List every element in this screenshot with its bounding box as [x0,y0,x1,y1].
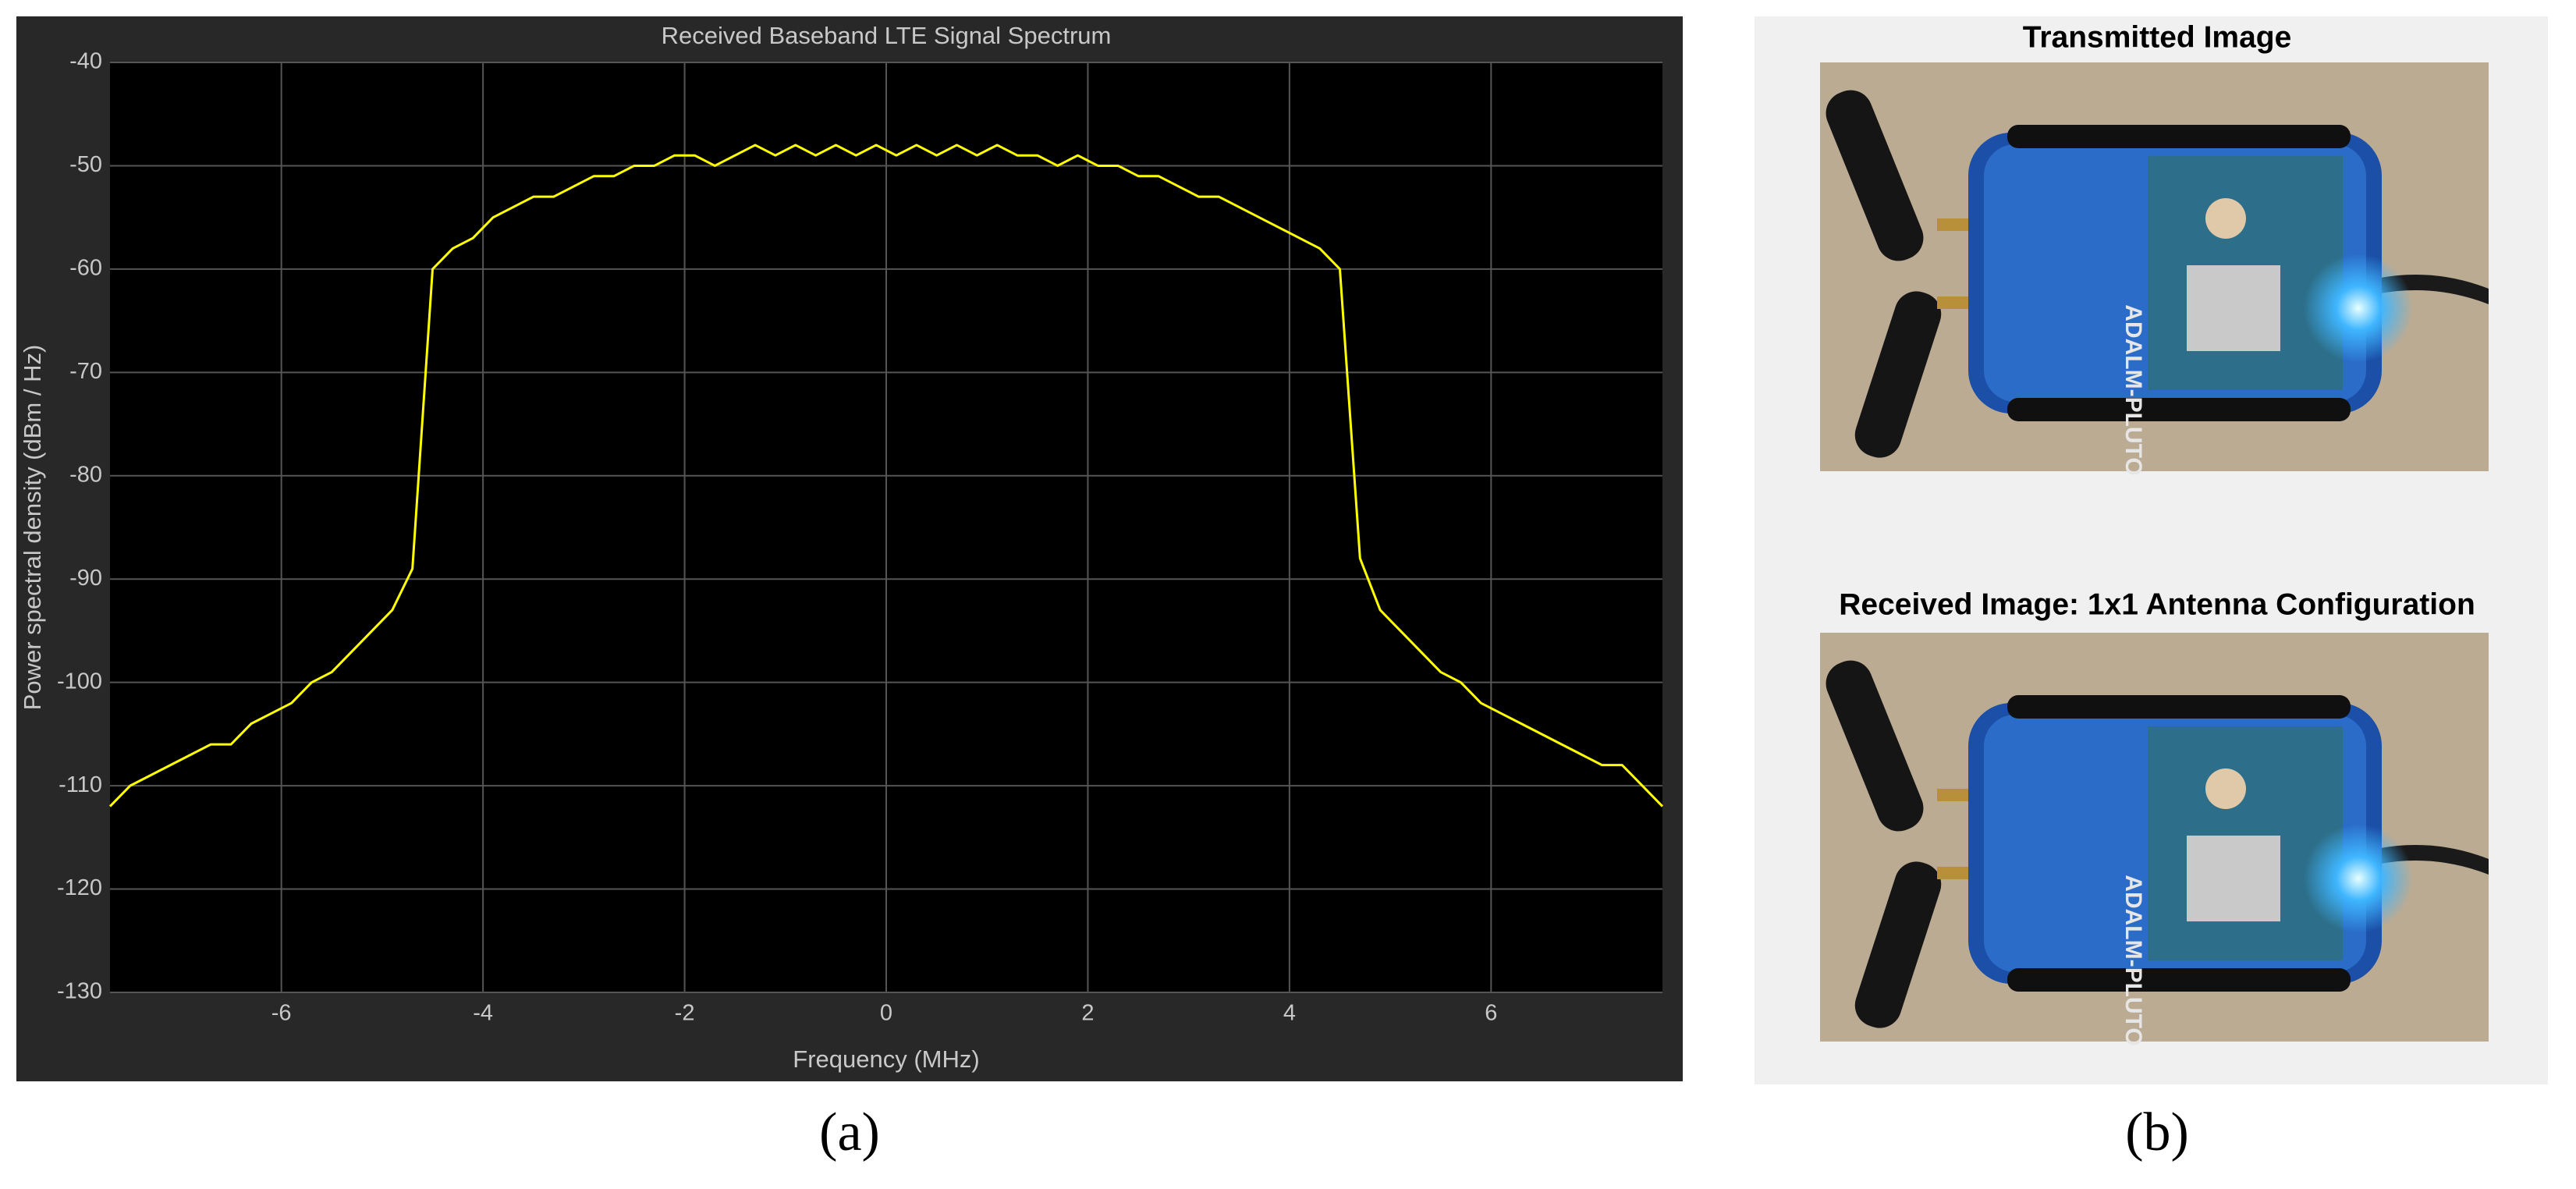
image-title: Transmitted Image [2023,20,2292,54]
y-tick-label: -50 [69,152,102,177]
y-tick-label: -100 [57,669,102,694]
photo: ADALM-PLUTO [1819,633,2489,1046]
series-line [108,144,1664,807]
panel-label: (a) [819,1102,880,1162]
y-tick-label: -60 [69,256,102,281]
x-tick-label: 6 [1485,1001,1497,1026]
chart-layer: -130 -120 -110 -100 -90 -80 -70 -60 -50 -40 -6 -4 -2… [57,49,1664,1026]
y-tick-label: -130 [57,979,102,1004]
y-tick-label: -90 [69,566,102,591]
x-tick-label: 2 [1081,1001,1094,1026]
y-tick-label: -80 [69,462,102,487]
y-tick-label: -120 [57,875,102,900]
device-label: ADALM-PLUTO [2120,875,2146,1045]
x-tick-label: 4 [1283,1001,1296,1026]
x-tick-label: 0 [880,1001,892,1026]
y-axis-label: Power spectral density (dBm / Hz) [19,345,46,711]
y-tick-label: -70 [69,359,102,384]
y-tick-label: -110 [59,772,102,797]
x-tick-label: -2 [675,1001,695,1026]
photo: ADALM-PLUTO [1819,62,2489,476]
x-tick-label: -6 [271,1001,292,1026]
x-axis-label: Frequency (MHz) [793,1045,979,1073]
y-tick-label: -40 [69,49,102,74]
chart-title: Received Baseband LTE Signal Spectrum [662,22,1112,49]
image-title: Received Image: 1x1 Antenna Configuratio… [1839,587,2475,621]
device-label: ADALM-PLUTO [2120,304,2146,475]
x-tick-label: -4 [473,1001,493,1026]
panel-label: (b) [2125,1102,2189,1162]
